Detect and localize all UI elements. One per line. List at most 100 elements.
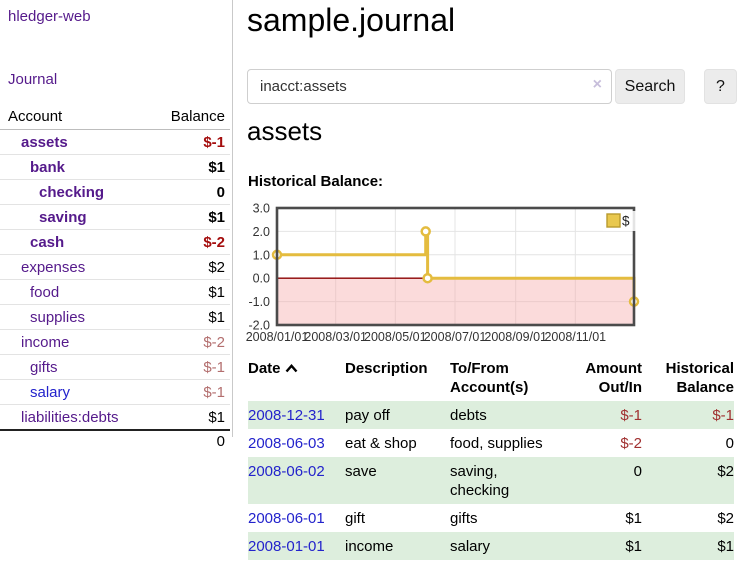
transaction-amount: $1 bbox=[550, 532, 642, 560]
account-balance: $-2 bbox=[203, 334, 225, 351]
account-row: assets $-1 bbox=[0, 130, 230, 155]
transaction-description: save bbox=[345, 457, 450, 504]
search-input[interactable] bbox=[247, 69, 612, 104]
account-row: supplies $1 bbox=[0, 305, 230, 330]
transaction-balance: 0 bbox=[642, 429, 734, 457]
account-column-label: Account bbox=[8, 108, 62, 125]
account-row: salary $-1 bbox=[0, 380, 230, 405]
transaction-date-link[interactable]: 2008-06-02 bbox=[248, 463, 325, 480]
account-balance: 0 bbox=[217, 184, 225, 201]
account-page-title: assets bbox=[247, 116, 322, 147]
transaction-balance: $2 bbox=[642, 457, 734, 504]
svg-text:3.0: 3.0 bbox=[253, 202, 270, 216]
clear-search-icon[interactable]: × bbox=[593, 76, 602, 94]
transaction-amount: $1 bbox=[550, 504, 642, 532]
chart-title: Historical Balance: bbox=[248, 173, 383, 190]
account-balance: $-1 bbox=[203, 359, 225, 376]
transaction-accounts: saving, checking bbox=[450, 457, 550, 504]
transaction-description: eat & shop bbox=[345, 429, 450, 457]
register-column-header-to-from: To/FromAccount(s) bbox=[450, 358, 550, 401]
account-row: gifts $-1 bbox=[0, 355, 230, 380]
sidebar-account-gifts[interactable]: gifts bbox=[0, 359, 58, 376]
account-balance: $1 bbox=[208, 409, 225, 426]
transaction-accounts: salary bbox=[450, 532, 550, 560]
sidebar-account-bank[interactable]: bank bbox=[0, 159, 65, 176]
sidebar-account-food[interactable]: food bbox=[0, 284, 59, 301]
account-balance: $1 bbox=[208, 209, 225, 226]
transaction-row: 2008-06-01giftgifts$1$2 bbox=[248, 504, 734, 532]
svg-text:2008/05/01: 2008/05/01 bbox=[364, 330, 427, 344]
transaction-date-link[interactable]: 2008-06-03 bbox=[248, 435, 325, 452]
sort-ascending-icon bbox=[285, 364, 298, 373]
transaction-row: 2008-01-01incomesalary$1$1 bbox=[248, 532, 734, 560]
sidebar-account-supplies[interactable]: supplies bbox=[0, 309, 85, 326]
help-button[interactable]: ? bbox=[704, 69, 737, 104]
sidebar-account-income[interactable]: income bbox=[0, 334, 69, 351]
sidebar: hledger-web Journal Account Balance asse… bbox=[0, 0, 233, 437]
balance-column-label: Balance bbox=[171, 108, 225, 125]
transaction-description: gift bbox=[345, 504, 450, 532]
transaction-row: 2008-06-02 savesaving, checking0$2 bbox=[248, 457, 734, 504]
account-row: liabilities:debts $1 bbox=[0, 405, 230, 430]
register-column-header-historical: HistoricalBalance bbox=[642, 358, 734, 401]
sidebar-item-journal[interactable]: Journal bbox=[8, 71, 57, 88]
account-row: food $1 bbox=[0, 280, 230, 305]
search-button[interactable]: Search bbox=[615, 69, 685, 104]
account-balance: $1 bbox=[208, 284, 225, 301]
balance-chart-svg: $3.02.01.00.0-1.0-2.02008/01/012008/03/0… bbox=[228, 198, 660, 350]
account-row: checking 0 bbox=[0, 180, 230, 205]
register-table: DateDescriptionTo/FromAccount(s)AmountOu… bbox=[248, 358, 734, 560]
historical-balance-chart: $3.02.01.00.0-1.0-2.02008/01/012008/03/0… bbox=[228, 198, 660, 350]
svg-text:1.0: 1.0 bbox=[253, 248, 270, 262]
sidebar-account-assets[interactable]: assets bbox=[0, 134, 68, 151]
sidebar-account-liabilities-debts[interactable]: liabilities:debts bbox=[0, 409, 119, 426]
account-balance: $-1 bbox=[203, 384, 225, 401]
transaction-date-link[interactable]: 2008-06-01 bbox=[248, 510, 325, 527]
svg-text:$: $ bbox=[622, 214, 630, 229]
account-row: bank $1 bbox=[0, 155, 230, 180]
transaction-date-link[interactable]: 2008-12-31 bbox=[248, 407, 325, 424]
transaction-description: pay off bbox=[345, 401, 450, 429]
sidebar-account-salary[interactable]: salary bbox=[0, 384, 70, 401]
account-list: assets $-1 bank $1 checking 0 saving $1 cash $-2 e… bbox=[0, 130, 230, 430]
account-balance: $-2 bbox=[203, 234, 225, 251]
transaction-date-link[interactable]: 2008-01-01 bbox=[248, 538, 325, 555]
account-row: cash $-2 bbox=[0, 230, 230, 255]
svg-text:0.0: 0.0 bbox=[253, 272, 270, 286]
register-header-row: DateDescriptionTo/FromAccount(s)AmountOu… bbox=[248, 358, 734, 401]
register-column-header-date[interactable]: Date bbox=[248, 358, 345, 401]
transaction-description: income bbox=[345, 532, 450, 560]
svg-text:-1.0: -1.0 bbox=[248, 295, 270, 309]
transaction-accounts: gifts bbox=[450, 504, 550, 532]
transaction-row: 2008-06-03 eat & shopfood, supplies$-20 bbox=[248, 429, 734, 457]
account-tree: Account Balance assets $-1 bank $1 checking 0… bbox=[0, 104, 230, 451]
svg-text:2008/07/01: 2008/07/01 bbox=[424, 330, 487, 344]
svg-text:2008/01/01: 2008/01/01 bbox=[246, 330, 309, 344]
transaction-amount: $-2 bbox=[550, 429, 642, 457]
account-balance: $2 bbox=[208, 259, 225, 276]
register-column-header-description: Description bbox=[345, 358, 450, 401]
transaction-balance: $-1 bbox=[642, 401, 734, 429]
svg-text:2.0: 2.0 bbox=[253, 225, 270, 239]
account-row: income $-2 bbox=[0, 330, 230, 355]
account-balance: $-1 bbox=[203, 134, 225, 151]
transaction-row: 2008-12-31pay offdebts$-1$-1 bbox=[248, 401, 734, 429]
account-row: expenses $2 bbox=[0, 255, 230, 280]
account-balance: $1 bbox=[208, 159, 225, 176]
total-balance: 0 bbox=[217, 433, 225, 450]
brand-link[interactable]: hledger-web bbox=[8, 8, 91, 25]
page-title: sample.journal bbox=[247, 2, 455, 39]
register-body: 2008-12-31pay offdebts$-1$-12008-06-03ea… bbox=[248, 401, 734, 560]
account-balance: $1 bbox=[208, 309, 225, 326]
account-tree-header: Account Balance bbox=[0, 104, 230, 130]
search-form: × bbox=[247, 69, 612, 104]
transaction-amount: 0 bbox=[550, 457, 642, 504]
account-total-row: 0 bbox=[0, 429, 230, 451]
sidebar-account-saving[interactable]: saving bbox=[0, 209, 87, 226]
svg-text:2008/11/01: 2008/11/01 bbox=[544, 330, 606, 344]
svg-text:2008/09/01: 2008/09/01 bbox=[484, 330, 547, 344]
sidebar-account-expenses[interactable]: expenses bbox=[0, 259, 85, 276]
sidebar-account-cash[interactable]: cash bbox=[0, 234, 64, 251]
transaction-accounts: food, supplies bbox=[450, 429, 550, 457]
sidebar-account-checking[interactable]: checking bbox=[0, 184, 104, 201]
